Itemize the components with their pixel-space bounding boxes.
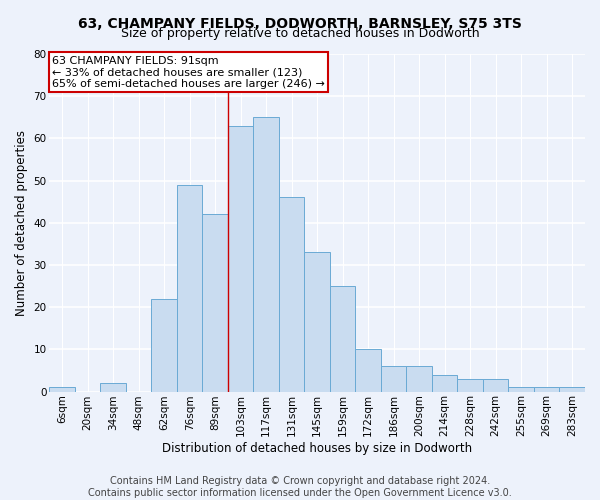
Bar: [381, 366, 406, 392]
Bar: [559, 388, 585, 392]
Bar: [483, 379, 508, 392]
Bar: [228, 126, 253, 392]
Bar: [49, 388, 75, 392]
Text: Contains HM Land Registry data © Crown copyright and database right 2024.
Contai: Contains HM Land Registry data © Crown c…: [88, 476, 512, 498]
Text: 63 CHAMPANY FIELDS: 91sqm
← 33% of detached houses are smaller (123)
65% of semi: 63 CHAMPANY FIELDS: 91sqm ← 33% of detac…: [52, 56, 325, 89]
Bar: [432, 374, 457, 392]
Bar: [406, 366, 432, 392]
Bar: [304, 252, 330, 392]
Bar: [508, 388, 534, 392]
Bar: [330, 286, 355, 392]
Bar: [100, 383, 126, 392]
Bar: [177, 185, 202, 392]
Bar: [457, 379, 483, 392]
Bar: [534, 388, 559, 392]
Bar: [151, 298, 177, 392]
Text: 63, CHAMPANY FIELDS, DODWORTH, BARNSLEY, S75 3TS: 63, CHAMPANY FIELDS, DODWORTH, BARNSLEY,…: [78, 18, 522, 32]
Bar: [355, 350, 381, 392]
Bar: [202, 214, 228, 392]
X-axis label: Distribution of detached houses by size in Dodworth: Distribution of detached houses by size …: [162, 442, 472, 455]
Bar: [253, 118, 279, 392]
Bar: [279, 198, 304, 392]
Text: Size of property relative to detached houses in Dodworth: Size of property relative to detached ho…: [121, 28, 479, 40]
Y-axis label: Number of detached properties: Number of detached properties: [15, 130, 28, 316]
